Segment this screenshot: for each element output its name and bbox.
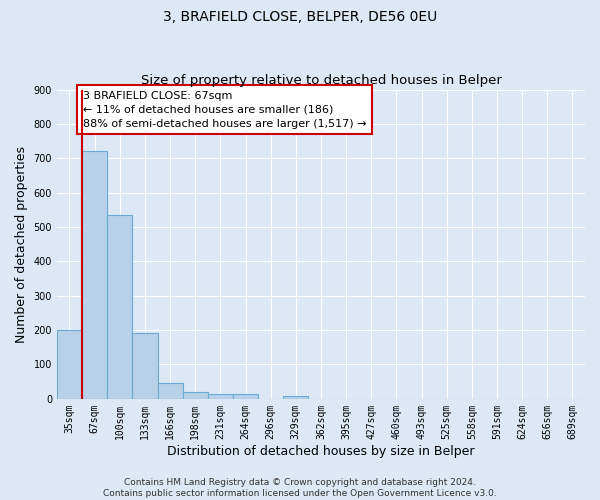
Text: 3 BRAFIELD CLOSE: 67sqm
← 11% of detached houses are smaller (186)
88% of semi-d: 3 BRAFIELD CLOSE: 67sqm ← 11% of detache… bbox=[83, 90, 366, 128]
X-axis label: Distribution of detached houses by size in Belper: Distribution of detached houses by size … bbox=[167, 444, 475, 458]
Bar bbox=[182, 392, 208, 399]
Bar bbox=[133, 332, 158, 399]
Bar bbox=[233, 394, 258, 399]
Y-axis label: Number of detached properties: Number of detached properties bbox=[15, 146, 28, 342]
Bar bbox=[158, 383, 182, 399]
Bar bbox=[107, 215, 133, 399]
Bar bbox=[82, 152, 107, 399]
Bar bbox=[283, 396, 308, 399]
Text: 3, BRAFIELD CLOSE, BELPER, DE56 0EU: 3, BRAFIELD CLOSE, BELPER, DE56 0EU bbox=[163, 10, 437, 24]
Text: Contains HM Land Registry data © Crown copyright and database right 2024.
Contai: Contains HM Land Registry data © Crown c… bbox=[103, 478, 497, 498]
Bar bbox=[57, 330, 82, 399]
Bar bbox=[208, 394, 233, 399]
Title: Size of property relative to detached houses in Belper: Size of property relative to detached ho… bbox=[140, 74, 502, 87]
